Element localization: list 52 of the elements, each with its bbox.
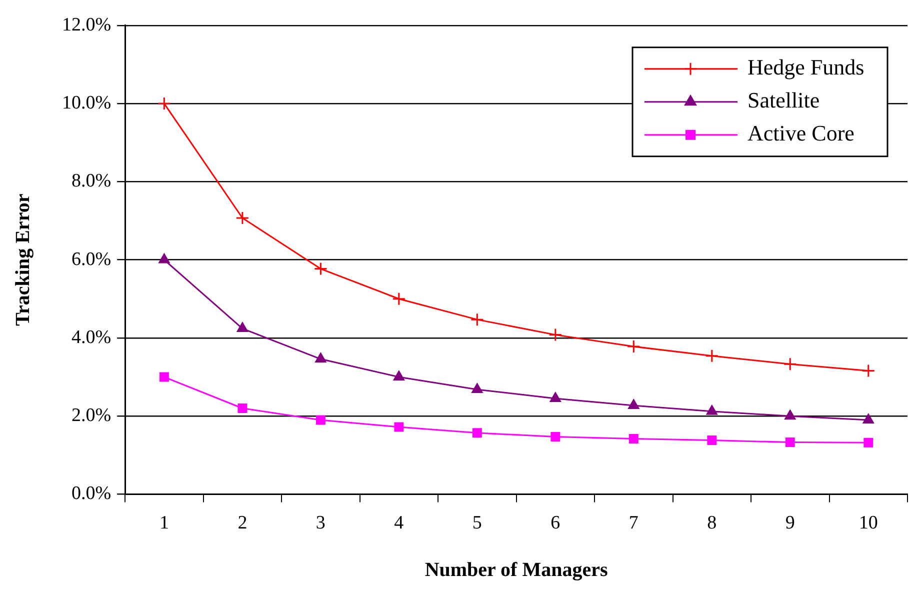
x-axis-title: Number of Managers bbox=[424, 559, 608, 582]
point bbox=[470, 312, 484, 326]
y-tick-label: 2.0% bbox=[72, 405, 112, 426]
y-tick-label: 12.0% bbox=[62, 14, 112, 36]
point bbox=[236, 322, 248, 332]
point bbox=[785, 438, 795, 447]
point bbox=[393, 370, 405, 380]
point bbox=[862, 413, 874, 424]
x-tick-label: 4 bbox=[394, 512, 404, 534]
point bbox=[392, 292, 406, 306]
x-tick-label: 5 bbox=[472, 512, 482, 534]
point bbox=[707, 436, 717, 446]
x-tick-label: 6 bbox=[550, 512, 560, 534]
point bbox=[471, 383, 483, 393]
point bbox=[394, 422, 404, 432]
point bbox=[626, 340, 640, 354]
y-tick-label: 8.0% bbox=[72, 170, 112, 192]
point bbox=[314, 262, 328, 276]
legend-label: Active Core bbox=[748, 120, 854, 146]
point bbox=[314, 352, 326, 363]
x-tick-label: 1 bbox=[159, 512, 169, 534]
legend-label: Hedge Funds bbox=[748, 54, 864, 80]
x-tick-label: 8 bbox=[707, 512, 717, 534]
point bbox=[628, 399, 640, 410]
point bbox=[157, 96, 171, 110]
point bbox=[238, 404, 248, 413]
point bbox=[158, 253, 170, 264]
x-tick-label: 9 bbox=[785, 512, 795, 534]
point bbox=[864, 438, 874, 448]
point bbox=[784, 410, 796, 420]
point bbox=[706, 404, 718, 415]
point bbox=[628, 434, 638, 444]
x-tick-label: 7 bbox=[628, 512, 638, 534]
point bbox=[316, 415, 326, 425]
y-tick-label: 4.0% bbox=[72, 326, 112, 348]
point bbox=[550, 432, 560, 442]
x-tick-label: 10 bbox=[858, 512, 878, 534]
point bbox=[236, 211, 250, 225]
point bbox=[705, 349, 719, 363]
point bbox=[550, 392, 562, 402]
legend-label: Satellite bbox=[748, 88, 820, 113]
y-axis-title: Tracking Error bbox=[12, 194, 34, 326]
point bbox=[472, 428, 482, 438]
x-tick-label: 3 bbox=[316, 512, 326, 534]
point bbox=[548, 328, 562, 342]
y-tick-label: 0.0% bbox=[72, 483, 112, 504]
point bbox=[862, 364, 876, 378]
point bbox=[159, 372, 169, 382]
y-tick-label: 10.0% bbox=[62, 92, 112, 114]
y-tick-label: 6.0% bbox=[72, 248, 112, 270]
x-tick-label: 2 bbox=[238, 512, 248, 534]
point bbox=[783, 357, 797, 371]
